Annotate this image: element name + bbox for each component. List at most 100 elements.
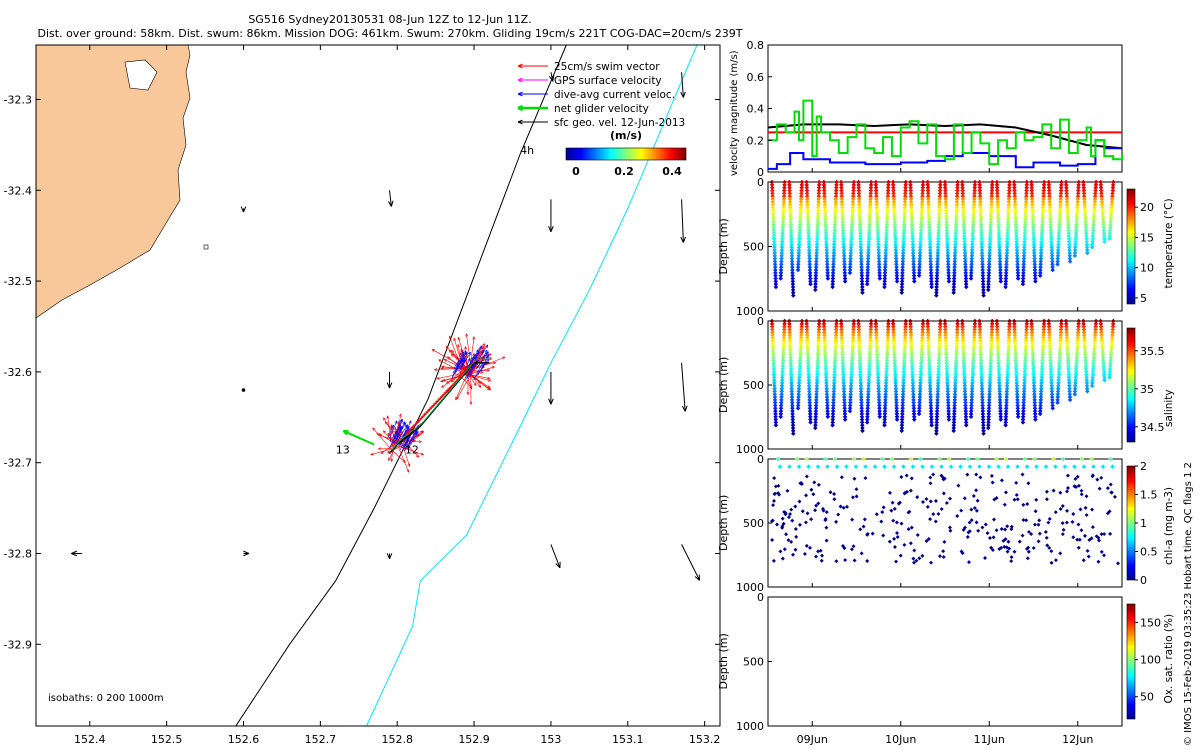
profile-point [830,284,835,290]
profile-point [882,284,887,290]
profile-point [894,273,900,278]
chart-title-line2: Dist. over ground: 58km. Dist. swum: 86k… [37,27,743,40]
profile-point [773,281,779,287]
isobath-label: isobaths: 0 200 1000m [48,693,164,704]
profile-point [825,267,830,273]
profile-point [779,262,784,267]
profile-point [807,256,812,261]
y-tick-label: 500 [743,656,764,669]
glider-track [388,362,490,455]
dac-vector [454,357,465,372]
profile-point [859,276,865,281]
profile-point [928,256,933,261]
geo-vector [387,190,394,207]
map-panel: 4h 13 12 isobaths: 0 200 1000m 152.4 152.5 152… [4,44,721,746]
colorbar [1126,188,1136,305]
profile-point [928,267,934,273]
geo-vector [386,553,393,560]
profile-point [795,264,801,270]
profile-point [824,259,830,264]
profile-point [882,267,888,273]
legend-swatch [517,104,548,112]
dac-vector [476,344,489,364]
y-tick-label: -32.9 [4,638,32,651]
profile-point [842,276,848,281]
profile-point [917,267,922,273]
profile-point [876,259,882,264]
y-tick-label: -32.7 [4,457,32,470]
profile-point [916,270,922,276]
profile-point [813,273,819,278]
profile-point [772,264,778,270]
profile-point [830,279,836,284]
land-coastline [36,45,191,319]
profile-point [877,267,882,273]
legend-label: sfc geo. vel. 12-Jun-2013 [554,117,685,129]
profile-point [911,276,917,281]
profile-point [772,256,778,261]
colorbar-tick: 0.4 [662,165,682,178]
swim-vector [456,373,472,400]
geo-vector [548,72,555,82]
profile-point [900,256,906,261]
colorbar-tick-label: 1 [1140,517,1147,530]
profile-point [899,290,905,295]
profile-point [807,262,813,267]
profile-point [813,284,818,290]
profile-point [882,270,888,276]
swim-vector [384,421,404,442]
profile-point [859,256,864,261]
profile-point [865,276,870,281]
profile-point [859,273,865,278]
panel-oxygen: 0 500 1000 Depth (m) 50 100 150 Ox. sat. ratio … [717,591,1175,733]
isobath-200m [235,45,567,726]
swim-vector [469,374,491,380]
profile-point [912,279,917,284]
x-tick-label: 153.1 [612,733,644,746]
profile-point [813,267,819,273]
depth-ylabel: Depth (m) [717,218,730,274]
swim-vector [438,359,469,376]
profile-point [848,262,853,267]
colorbar [1126,603,1136,720]
profile-point [796,262,801,267]
profile-point [893,256,899,261]
colorbar-tick-label: 10 [1140,262,1154,275]
profile-point [859,279,865,284]
profile-point [900,270,905,276]
swim-vector [383,430,398,447]
profile-point [864,281,870,287]
profile-point [773,279,778,284]
profile-point [877,264,882,270]
profile-point [865,273,870,278]
colorbar-gradient [565,147,687,161]
legend-swatch [517,77,548,83]
velocity-panel: 0 0.2 0.4 0.6 0.8 velocity magnitude (m/s) [729,39,1123,179]
profile-point [789,256,795,261]
y-tick-label: -32.4 [4,184,32,197]
profile-point [778,276,783,281]
profile-point [876,256,882,261]
colorbar-tick-label: 5 [1140,292,1147,305]
profile-point [900,273,905,278]
profile-point [928,270,934,276]
profile-point [791,293,796,298]
profile-point [899,279,905,284]
profile-point [795,267,801,273]
profile-point [894,264,899,270]
profile-point [894,279,900,284]
y-tick-label: -32.6 [4,366,32,379]
geo-vector [681,544,701,581]
profile-point [779,256,784,261]
map-colorbar: (m/s) 0 0.2 0.4 [565,129,687,178]
legend-label: GPS surface velocity [554,75,662,87]
colorbar-tick-label: 20 [1140,201,1154,214]
legend: 25cm/s swim vector GPS surface velocity di… [517,61,685,129]
profile-point [830,276,836,281]
profile-point [808,281,813,287]
profile-point [813,264,819,270]
profile-point [825,276,831,281]
profile-point [807,273,813,278]
geo-vector [548,371,554,405]
profile-point [860,287,865,293]
